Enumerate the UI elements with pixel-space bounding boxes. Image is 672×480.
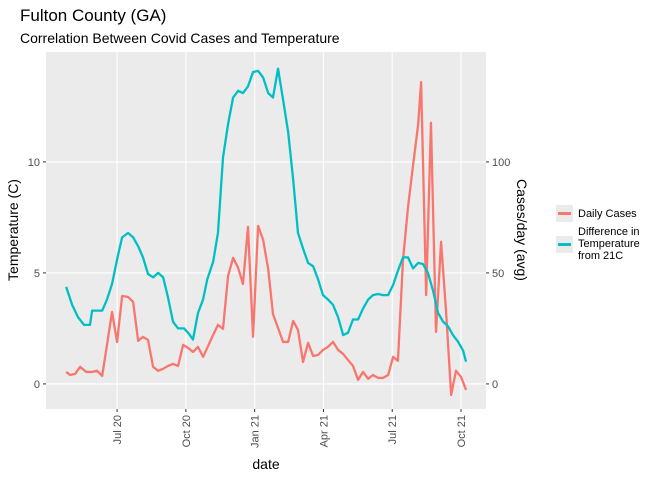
x-tick-label: Jul 20	[112, 415, 124, 444]
legend: Daily Cases Difference in Temperature fro…	[556, 205, 652, 266]
series-line	[65, 80, 468, 397]
x-axis-title: date	[252, 456, 279, 472]
y-tick-label: 10	[28, 157, 40, 169]
x-tick-label: Jan 21	[250, 415, 262, 448]
chart-title: Fulton County (GA)	[20, 6, 166, 25]
legend-swatch	[556, 205, 573, 222]
x-tick-label: Apr 21	[318, 415, 330, 447]
legend-label: Daily Cases	[578, 207, 637, 220]
legend-label: Difference in Temperature from 21C	[578, 226, 640, 262]
y2-tick-label: 50	[492, 268, 504, 280]
panel	[46, 52, 486, 409]
x-tick-label: Oct 20	[181, 415, 193, 447]
y-axis-title: Temperature (C)	[5, 179, 21, 281]
chart-subtitle: Correlation Between Covid Cases and Temp…	[20, 30, 340, 46]
legend-item: Difference in Temperature from 21C	[556, 226, 652, 262]
x-tick-label: Jul 21	[387, 415, 399, 444]
y2-axis-title: Cases/day (avg)	[514, 179, 530, 281]
legend-item: Daily Cases	[556, 205, 652, 222]
y2-tick-label: 0	[492, 379, 498, 391]
y-tick-label: 0	[34, 379, 40, 391]
y2-tick-label: 100	[492, 157, 510, 169]
x-tick-label: Oct 21	[456, 415, 468, 447]
legend-swatch	[556, 235, 573, 253]
series-line	[65, 67, 468, 363]
y-tick-label: 5	[34, 268, 40, 280]
